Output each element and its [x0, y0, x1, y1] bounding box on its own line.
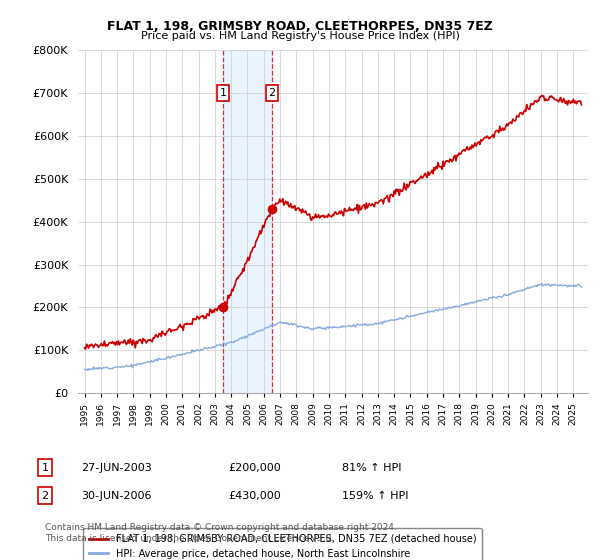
- Legend: FLAT 1, 198, GRIMSBY ROAD, CLEETHORPES, DN35 7EZ (detached house), HPI: Average : FLAT 1, 198, GRIMSBY ROAD, CLEETHORPES, …: [83, 528, 482, 560]
- Text: 2: 2: [41, 491, 49, 501]
- Text: 1: 1: [220, 88, 227, 98]
- Text: This data is licensed under the Open Government Licence v3.0.: This data is licensed under the Open Gov…: [45, 534, 334, 543]
- Text: FLAT 1, 198, GRIMSBY ROAD, CLEETHORPES, DN35 7EZ: FLAT 1, 198, GRIMSBY ROAD, CLEETHORPES, …: [107, 20, 493, 32]
- Text: Price paid vs. HM Land Registry's House Price Index (HPI): Price paid vs. HM Land Registry's House …: [140, 31, 460, 41]
- Text: 159% ↑ HPI: 159% ↑ HPI: [342, 491, 409, 501]
- Text: 27-JUN-2003: 27-JUN-2003: [81, 463, 152, 473]
- Bar: [223, 50, 272, 393]
- Text: 1: 1: [41, 463, 49, 473]
- Text: Contains HM Land Registry data © Crown copyright and database right 2024.: Contains HM Land Registry data © Crown c…: [45, 523, 397, 532]
- Text: 2: 2: [268, 88, 275, 98]
- Text: £200,000: £200,000: [228, 463, 281, 473]
- Text: 30-JUN-2006: 30-JUN-2006: [81, 491, 151, 501]
- Text: £430,000: £430,000: [228, 491, 281, 501]
- Text: 81% ↑ HPI: 81% ↑ HPI: [342, 463, 401, 473]
